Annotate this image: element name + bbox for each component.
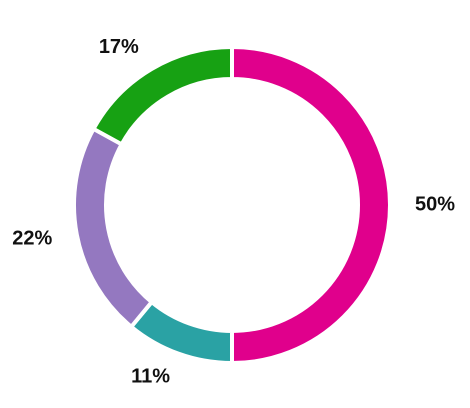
donut-labels: 50% 11% 22% 17% — [12, 36, 455, 388]
donut-slice-label-1: 50% — [415, 193, 455, 215]
donut-slice-1 — [230, 44, 392, 366]
donut-slice-label-3: 22% — [12, 228, 52, 250]
donut-slice-label-2: 11% — [131, 365, 170, 387]
donut-slice-4 — [90, 44, 234, 148]
donut-slices — [72, 44, 392, 366]
donut-slice-3 — [72, 126, 155, 330]
donut-slice-label-4: 17% — [99, 36, 139, 58]
